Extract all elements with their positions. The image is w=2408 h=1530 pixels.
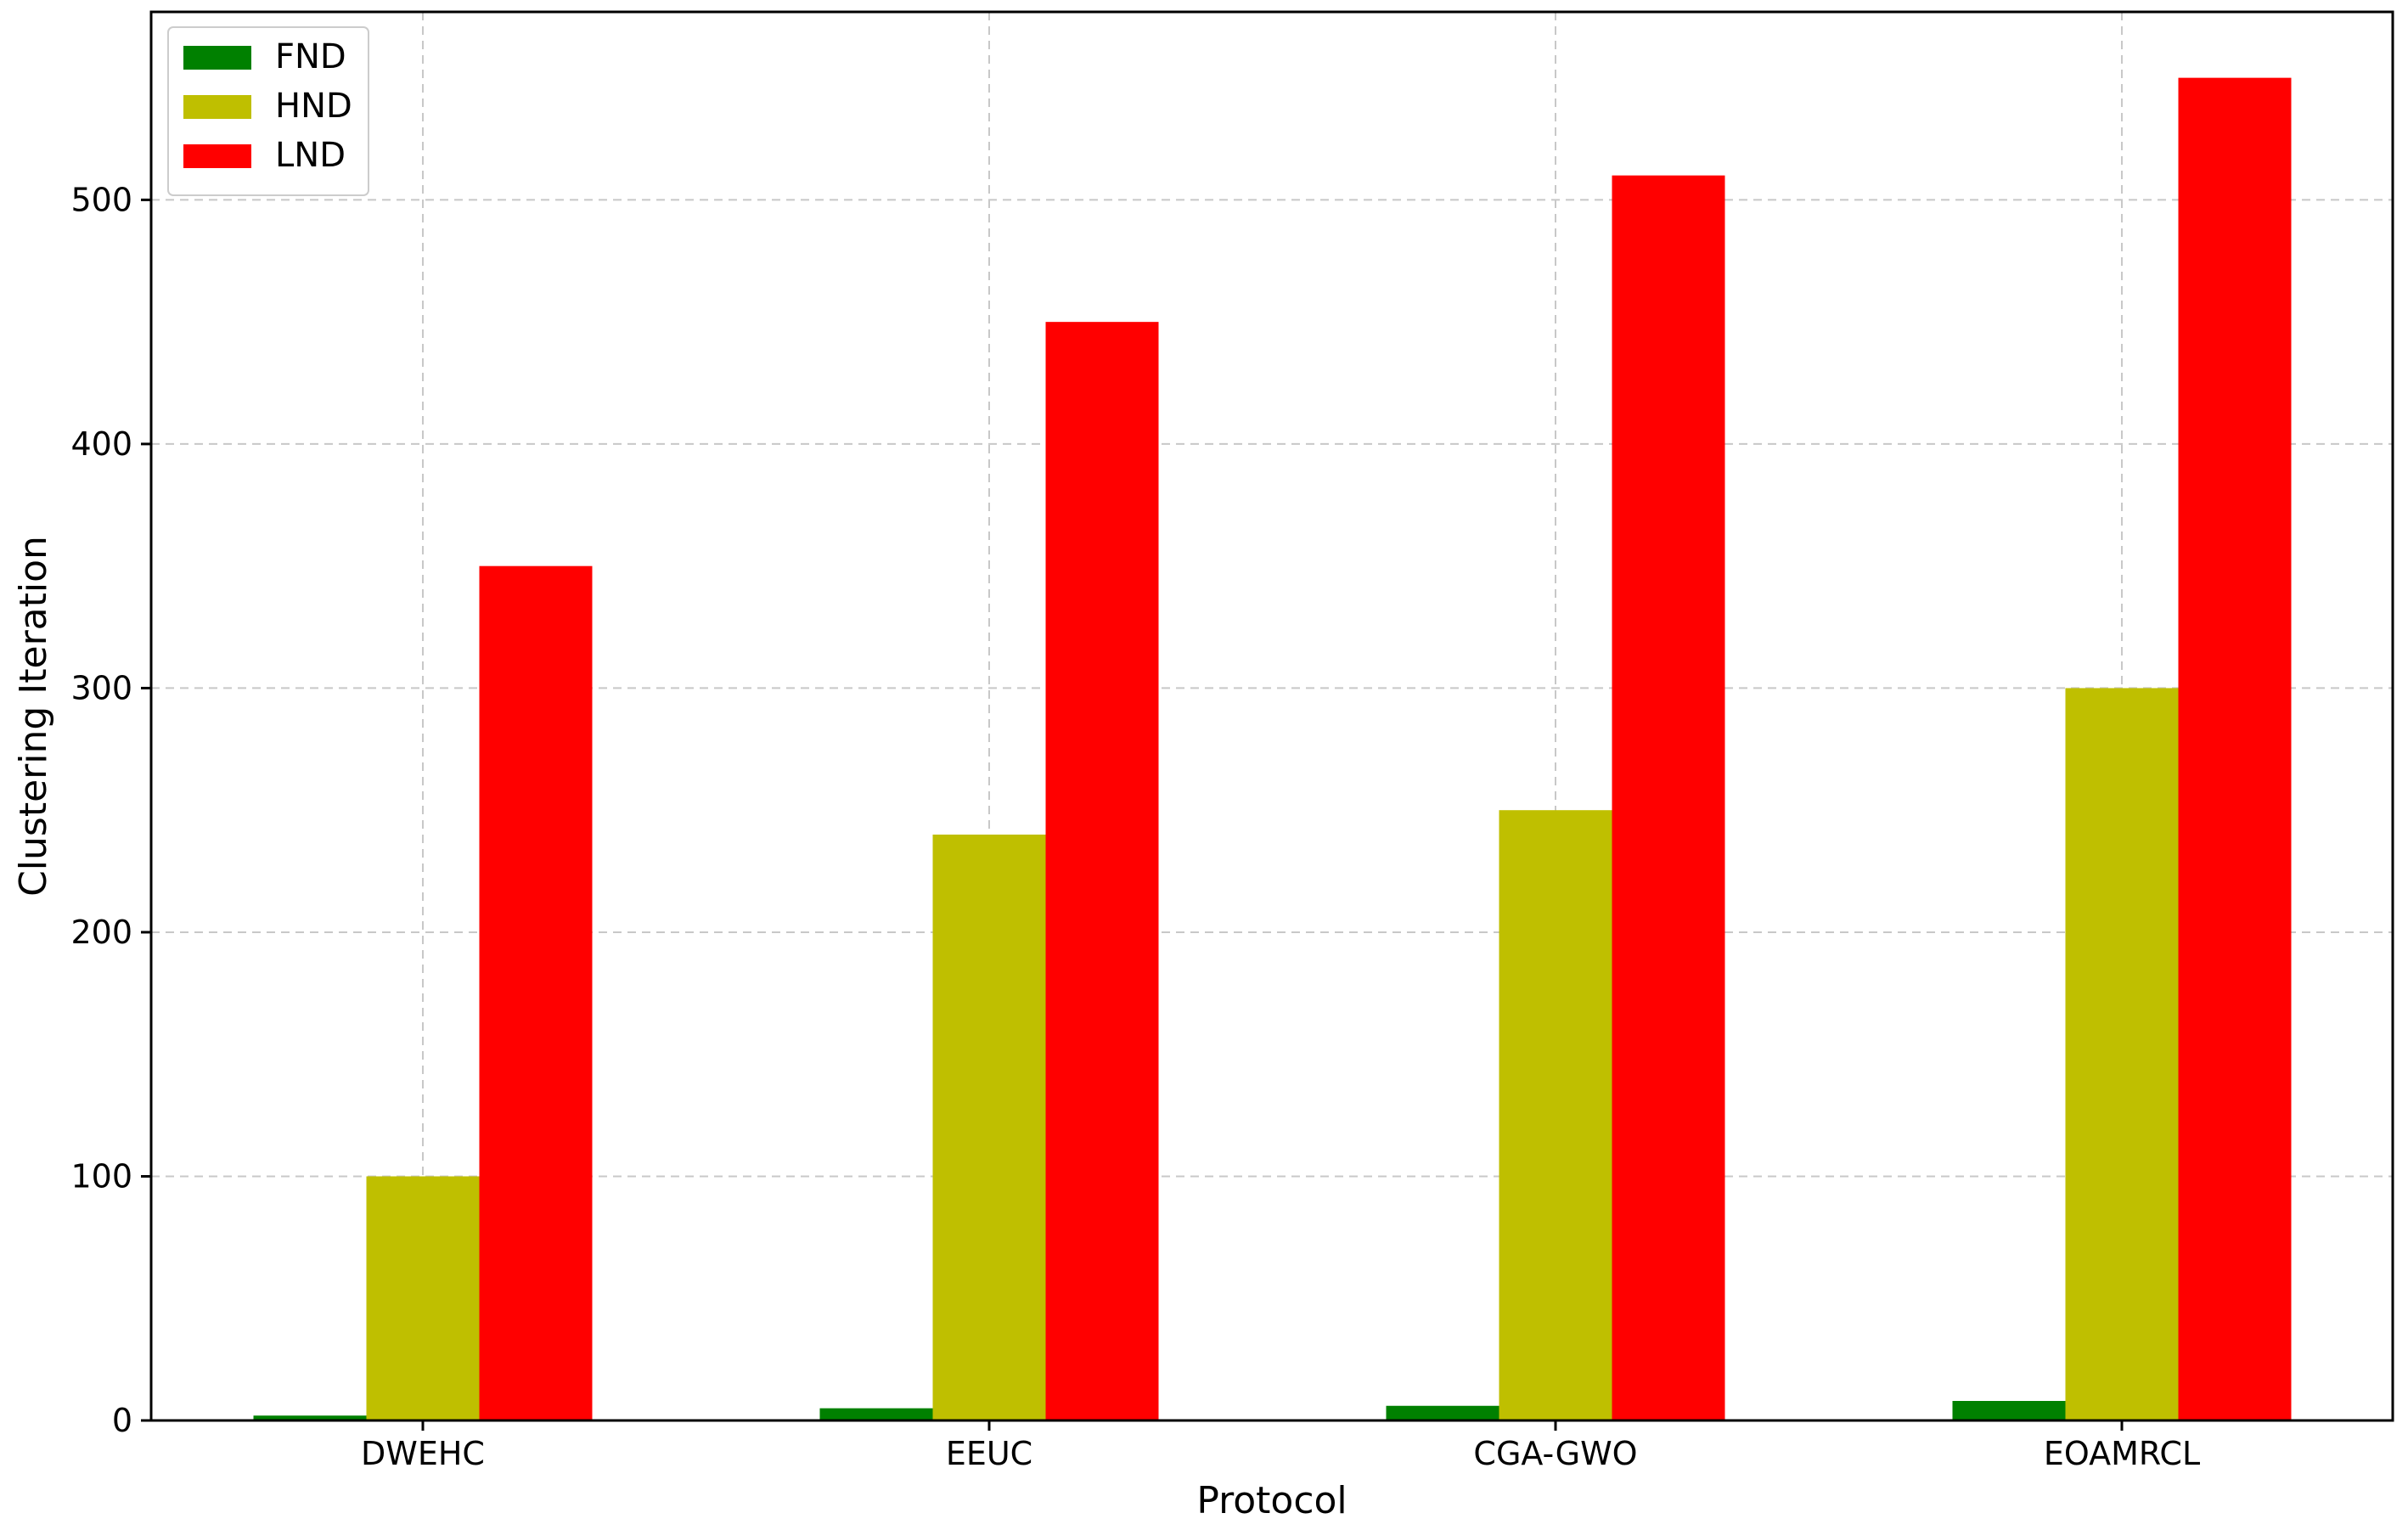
x-axis-label: Protocol bbox=[1196, 1479, 1347, 1522]
plot-frame bbox=[149, 10, 2394, 1422]
x-tick-label: EEUC bbox=[946, 1435, 1032, 1472]
y-tick-label: 500 bbox=[70, 181, 132, 218]
bar-fnd-cga-gwo bbox=[1386, 1405, 1499, 1420]
x-tick-label: EOAMRCL bbox=[2044, 1435, 2200, 1472]
legend-label-lnd: LND bbox=[275, 136, 346, 175]
bar-lnd-eoamrcl bbox=[2178, 77, 2292, 1420]
bar-hnd-dwehc bbox=[366, 1176, 480, 1420]
x-tick-label: CGA-GWO bbox=[1473, 1435, 1637, 1472]
bar-lnd-eeuc bbox=[1045, 322, 1159, 1420]
y-tick-label: 400 bbox=[70, 425, 132, 463]
bar-hnd-cga-gwo bbox=[1499, 810, 1612, 1420]
bar-hnd-eoamrcl bbox=[2065, 688, 2179, 1420]
legend-label-hnd: HND bbox=[275, 87, 352, 126]
legend-swatch-lnd bbox=[183, 144, 251, 168]
y-axis-label: Clustering Iteration bbox=[12, 536, 55, 897]
legend-swatch-hnd bbox=[183, 95, 251, 119]
y-tick-label: 300 bbox=[70, 669, 132, 706]
x-tick-label: DWEHC bbox=[361, 1435, 485, 1472]
y-tick-label: 0 bbox=[112, 1402, 132, 1439]
bar-hnd-eeuc bbox=[932, 834, 1046, 1420]
bar-fnd-eeuc bbox=[819, 1408, 933, 1420]
bar-lnd-cga-gwo bbox=[1612, 175, 1725, 1420]
bar-fnd-dwehc bbox=[253, 1415, 367, 1420]
legend-label-fnd: FND bbox=[275, 37, 346, 76]
bar-fnd-eoamrcl bbox=[1952, 1400, 2066, 1420]
y-tick-label: 200 bbox=[70, 914, 132, 951]
y-tick-label: 100 bbox=[70, 1157, 132, 1195]
legend-swatch-fnd bbox=[183, 46, 251, 70]
y-axis: 0 100 200 300 400 500 bbox=[70, 181, 151, 1439]
bar-lnd-dwehc bbox=[479, 565, 593, 1420]
bars bbox=[253, 77, 2292, 1420]
x-axis: DWEHC EEUC CGA-GWO EOAMRCL bbox=[361, 1420, 2200, 1472]
legend: FND HND LND bbox=[167, 26, 369, 196]
